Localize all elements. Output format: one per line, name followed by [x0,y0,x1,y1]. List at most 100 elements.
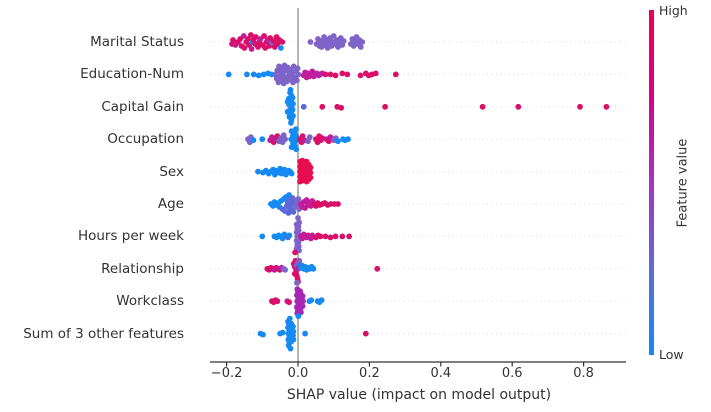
data-point [302,330,308,337]
colorbar-high-label: High [659,3,688,18]
data-point [317,233,324,240]
data-point [253,34,259,40]
colorbar-title: Feature value [675,138,691,228]
data-point [339,233,346,240]
data-point [327,234,334,241]
data-point [295,196,302,202]
data-point [346,233,352,240]
xtick-neg-0-2: −0.2 [210,366,243,381]
data-point [290,323,296,330]
data-point [240,33,247,39]
xtick-0-0: 0.0 [287,366,309,381]
data-point [322,71,329,78]
beeswarm-row [229,32,366,52]
data-point [248,32,254,38]
data-point [319,103,326,110]
data-point [293,146,300,153]
data-point [295,313,302,320]
data-point [225,71,232,78]
data-point [300,298,306,305]
beeswarm-row [257,315,369,352]
data-point [603,103,610,110]
xtick-0-8: 0.8 [573,366,594,381]
data-point [278,45,284,51]
data-point [299,293,306,300]
data-point [300,103,307,110]
data-point [338,104,345,111]
data-point [293,126,299,133]
data-point [479,103,486,110]
data-point [289,106,296,113]
data-point [357,72,364,79]
data-point [255,44,261,50]
data-point [290,112,296,119]
data-point [287,86,294,93]
xtick-0-2: 0.2 [359,366,380,381]
data-point [294,65,301,72]
beeswarm-row [259,219,352,256]
data-point [335,44,341,50]
data-point [286,299,292,306]
data-point [255,72,262,79]
data-point [345,136,351,143]
data-point [248,46,255,52]
colorbar-low-label: Low [659,347,684,362]
data-point [306,134,313,141]
data-point [244,71,250,78]
data-point [382,103,388,110]
data-point [374,265,381,272]
data-point [259,136,266,143]
data-point [295,71,302,78]
beeswarm-row [264,257,381,286]
data-point [261,33,267,39]
data-point [291,270,298,277]
data-point [245,36,251,42]
data-point [294,279,300,286]
data-point [359,39,366,45]
data-point [289,195,296,201]
data-point [296,219,302,226]
data-point [241,45,248,51]
data-point [335,201,341,207]
data-point [287,345,294,352]
data-point [327,71,334,78]
data-point [279,329,286,336]
data-point [284,108,291,115]
data-point [577,103,583,110]
data-point [307,174,314,181]
data-point [307,169,314,176]
data-point [259,233,266,240]
beeswarm-row [284,86,610,126]
data-point [307,164,314,171]
data-point [340,38,347,44]
data-point [332,72,339,79]
beeswarm-row [269,286,325,320]
data-point [515,103,522,110]
data-point [279,39,286,45]
data-point [260,331,266,338]
data-point [274,298,281,305]
data-point [299,303,306,310]
data-point [286,232,293,239]
data-point [288,119,294,126]
beeswarm-row [255,157,314,185]
data-point [344,71,351,78]
data-point [335,138,341,145]
x-axis-title: SHAP value (impact on model output) [286,387,552,403]
xtick-0-6: 0.6 [501,366,523,381]
data-point [372,70,379,77]
data-point [307,39,314,45]
data-point [282,136,288,143]
data-point [286,315,293,322]
data-point [332,233,339,240]
data-point [288,170,295,177]
data-point [292,249,298,256]
xtick-0-4: 0.4 [430,366,452,381]
data-point [295,215,301,221]
data-point [318,297,325,304]
data-point [290,336,297,343]
data-point [250,71,257,78]
beeswarm-row [245,126,351,153]
